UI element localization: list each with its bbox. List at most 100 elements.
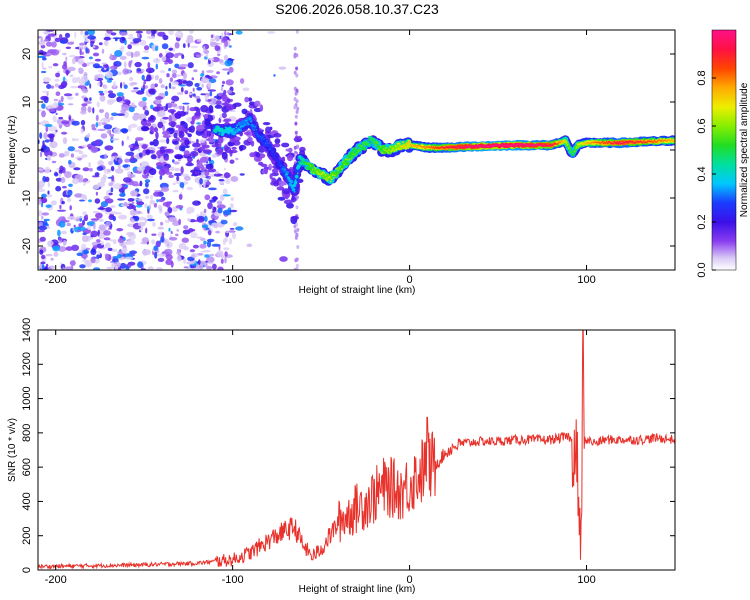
noise-speckle [184, 145, 190, 149]
noise-speckle [57, 229, 61, 237]
noise-speckle [167, 242, 170, 247]
noise-speckle [168, 68, 172, 72]
noise-speckle [119, 55, 127, 61]
noise-speckle [88, 56, 93, 60]
ridge-point [612, 142, 614, 145]
ridge-point [248, 123, 250, 126]
noise-speckle [206, 130, 212, 137]
noise-speckle [47, 190, 50, 195]
noise-speckle [212, 218, 215, 223]
noise-speckle [162, 134, 172, 138]
noise-speckle [230, 197, 234, 201]
noise-speckle [196, 236, 204, 239]
noise-speckle [171, 73, 177, 79]
noise-speckle [178, 130, 185, 139]
noise-speckle [285, 148, 293, 152]
noise-speckle [180, 120, 186, 125]
noise-speckle [161, 43, 169, 50]
ridge-point [482, 145, 485, 147]
noise-speckle [40, 37, 44, 42]
noise-speckle [226, 98, 231, 104]
noise-speckle [279, 256, 288, 262]
noise-speckle [62, 267, 65, 270]
noise-speckle [48, 65, 53, 69]
noise-speckle [129, 123, 138, 128]
noise-speckle [175, 74, 182, 77]
noise-speckle [227, 71, 230, 75]
noise-speckle [271, 172, 279, 177]
noise-speckle [222, 80, 225, 85]
noise-speckle [283, 199, 293, 205]
noise-speckle [83, 183, 86, 186]
ridge-point [616, 141, 619, 144]
noise-speckle [114, 265, 119, 270]
noise-speckle [222, 194, 231, 197]
noise-speckle [175, 124, 183, 129]
noise-speckle [296, 245, 300, 249]
noise-speckle [59, 34, 63, 40]
noise-speckle [117, 71, 122, 76]
ridge-point [415, 146, 418, 148]
noise-speckle [183, 150, 190, 156]
ridge-point [351, 150, 355, 154]
ridge-point [308, 163, 311, 166]
noise-speckle [192, 244, 199, 249]
noise-speckle [82, 211, 87, 216]
ridge-point [498, 144, 501, 146]
noise-speckle [73, 149, 82, 153]
noise-speckle [147, 61, 151, 69]
noise-speckle [79, 42, 86, 46]
noise-speckle [104, 153, 107, 159]
noise-speckle [295, 66, 299, 71]
noise-speckle [145, 107, 149, 111]
noise-speckle [133, 41, 139, 44]
noise-speckle [38, 265, 46, 269]
noise-speckle [295, 73, 299, 78]
ridge-point [278, 160, 281, 163]
noise-speckle [145, 195, 149, 199]
ridge-point [261, 136, 264, 139]
noise-speckle [60, 230, 67, 235]
noise-speckle [203, 45, 206, 53]
noise-speckle [193, 148, 199, 151]
noise-speckle [55, 72, 61, 78]
noise-speckle [226, 230, 229, 234]
ridge-point [584, 141, 587, 144]
noise-speckle [100, 201, 108, 208]
snr-y-axis: 0 200 400 600 800 1000 1200 1400 [21, 318, 675, 573]
noise-speckle [186, 211, 191, 214]
noise-speckle [111, 112, 118, 117]
ridge-point [252, 125, 255, 128]
noise-speckle [141, 144, 148, 150]
noise-speckle [183, 246, 189, 251]
noise-speckle [97, 250, 101, 256]
noise-speckle [65, 46, 72, 50]
noise-speckle [122, 68, 129, 75]
noise-speckle [136, 166, 146, 172]
noise-speckle [155, 63, 158, 70]
ridge-point [300, 161, 302, 164]
colorbar-tick-label: 0.2 [696, 214, 708, 229]
noise-speckle [81, 95, 85, 99]
noise-speckle [122, 81, 126, 86]
ridge-point [499, 145, 502, 148]
noise-speckle [221, 84, 224, 87]
noise-speckle [40, 44, 46, 49]
ridge-point [432, 146, 435, 148]
ridge-point [652, 141, 655, 144]
noise-speckle [249, 152, 256, 158]
noise-speckle [141, 69, 145, 72]
noise-speckle [174, 112, 182, 119]
ridge-point [274, 154, 279, 159]
noise-speckle [228, 45, 232, 48]
noise-speckle [38, 210, 43, 217]
noise-speckle [268, 163, 272, 171]
snr-x-axis: -200 -100 0 100 [45, 330, 596, 586]
ridge-point [511, 143, 514, 146]
noise-speckle [222, 188, 228, 195]
noise-speckle [157, 121, 164, 129]
noise-speckle [52, 63, 59, 67]
noise-speckle [99, 92, 105, 96]
ridge-point [605, 141, 608, 143]
ridge-point [512, 145, 515, 148]
